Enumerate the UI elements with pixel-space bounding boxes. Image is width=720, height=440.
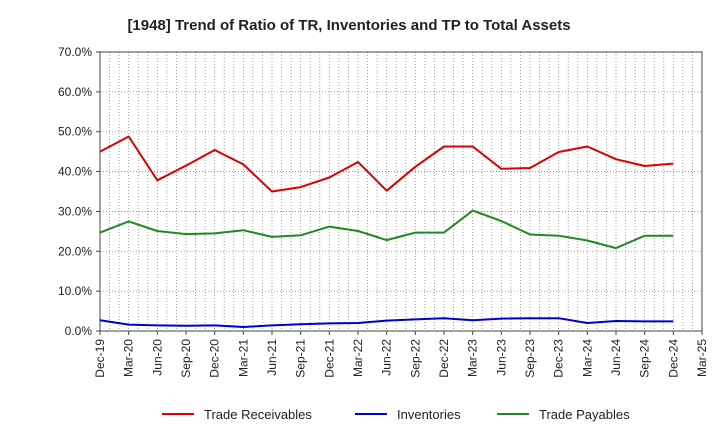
y-tick-label: 70.0% (58, 45, 92, 59)
x-tick-label: Mar-24 (580, 339, 594, 377)
x-tick-label: Dec-23 (552, 339, 566, 378)
x-tick-label: Jun-20 (150, 339, 164, 376)
x-tick-label: Mar-21 (236, 339, 250, 377)
y-tick-label: 50.0% (58, 125, 92, 139)
y-tick-label: 60.0% (58, 85, 92, 99)
series-line-inventories (99, 317, 674, 328)
y-tick-label: 0.0% (65, 324, 93, 338)
x-tick-label: Jun-23 (494, 339, 508, 376)
grid (100, 52, 702, 331)
x-axis-ticks: Dec-19 Mar-20 Jun-20 Sep-20 Dec-20 Mar-21 Jun-… (93, 331, 709, 378)
x-tick-label: Mar-23 (466, 339, 480, 377)
y-tick-label: 20.0% (58, 244, 92, 258)
x-tick-label: Sep-24 (638, 339, 652, 378)
x-tick-label: Jun-21 (265, 339, 279, 376)
x-tick-label: Mar-25 (695, 339, 709, 377)
x-tick-label: Sep-20 (179, 339, 193, 378)
plot-frame (99, 51, 703, 332)
legend-label-trade-payables: Trade Payables (539, 407, 630, 422)
x-tick-label: Jun-22 (380, 339, 394, 376)
legend: Trade Receivables Inventories Trade Payabl… (162, 407, 630, 422)
x-tick-label: Sep-21 (294, 339, 308, 378)
x-tick-label: Mar-20 (122, 339, 136, 377)
x-tick-label: Mar-22 (351, 339, 365, 377)
y-tick-label: 10.0% (58, 284, 92, 298)
x-tick-label: Dec-22 (437, 339, 451, 378)
legend-label-inventories: Inventories (397, 407, 461, 422)
x-tick-label: Dec-20 (208, 339, 222, 378)
series-line-trade-payables (99, 209, 674, 250)
x-tick-label: Sep-23 (523, 339, 537, 378)
legend-label-trade-receivables: Trade Receivables (204, 407, 312, 422)
series-line-trade-receivables (99, 135, 674, 193)
x-tick-label: Dec-24 (666, 339, 680, 378)
series-lines (99, 135, 674, 328)
chart-title: [1948] Trend of Ratio of TR, Inventories… (127, 17, 570, 34)
y-axis-ticks: 0.0% 10.0% 20.0% 30.0% 40.0% 50.0% 60.0% 70.0% (58, 45, 100, 338)
x-tick-label: Jun-24 (609, 339, 623, 376)
x-tick-label: Sep-22 (408, 339, 422, 378)
x-tick-label: Dec-19 (93, 339, 107, 378)
x-tick-label: Dec-21 (322, 339, 336, 378)
y-tick-label: 40.0% (58, 165, 92, 179)
y-tick-label: 30.0% (58, 204, 92, 218)
